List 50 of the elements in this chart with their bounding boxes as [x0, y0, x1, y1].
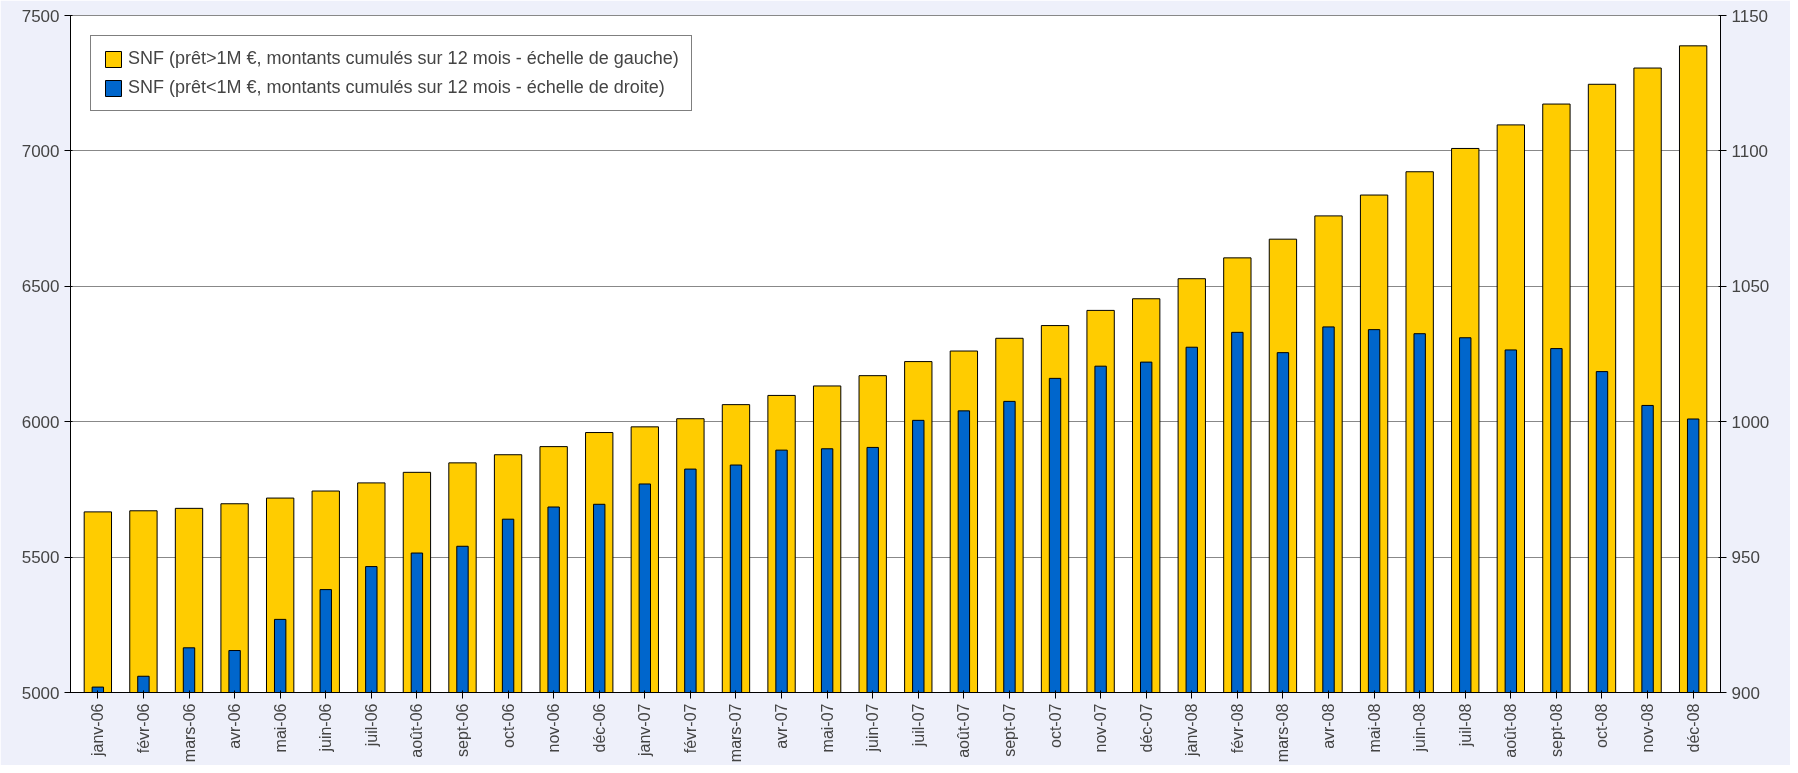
y2-tick-label: 950: [1731, 548, 1760, 568]
x-tick-label: août-07: [955, 703, 973, 758]
x-tick-label: mai-08: [1365, 703, 1383, 753]
y2-tick-label: 1000: [1731, 412, 1770, 432]
y-tick-label: 5500: [21, 548, 60, 568]
x-tick-label: juil-06: [362, 703, 380, 748]
x-tick-label: janv-07: [636, 703, 654, 757]
x-tick-label: mars-06: [180, 703, 198, 763]
x-tick-label: sept-07: [1000, 703, 1018, 757]
x-tick-label: févr-07: [681, 703, 699, 754]
y-tick-label: 7500: [21, 6, 60, 26]
x-tick-label: sept-06: [453, 703, 471, 757]
x-tick-label: juil-07: [909, 703, 927, 748]
x-tick-label: avr-07: [773, 703, 791, 749]
x-tick-label: avr-08: [1320, 703, 1338, 749]
y-tick-label: 6500: [21, 277, 60, 297]
x-tick-label: sept-08: [1547, 703, 1565, 757]
x-tick-label: mai-06: [271, 703, 289, 753]
x-tick-label: mars-08: [1274, 703, 1292, 763]
x-tick-label: févr-06: [134, 703, 152, 754]
x-tick-label: mars-07: [727, 703, 745, 763]
x-tick-label: juin-06: [317, 703, 335, 753]
x-tick-label: déc-06: [590, 703, 608, 753]
x-tick-label: juin-08: [1411, 703, 1429, 753]
x-tick-label: févr-08: [1228, 703, 1246, 754]
x-tick-label: nov-08: [1639, 703, 1657, 753]
x-tick-label: avr-06: [226, 703, 244, 749]
y2-tick-label: 1050: [1731, 277, 1770, 297]
x-tick-label: mai-07: [818, 703, 836, 753]
y-tick-label: 7000: [21, 141, 60, 161]
y2-tick-label: 1150: [1731, 6, 1769, 26]
x-tick-label: nov-06: [545, 703, 563, 753]
x-tick-label: janv-08: [1183, 703, 1201, 757]
x-tick-label: août-06: [408, 703, 426, 758]
x-tick-label: oct-07: [1046, 703, 1064, 748]
x-tick-label: oct-06: [499, 703, 517, 748]
legend-label: SNF (prêt>1M €, montants cumulés sur 12 mois - échelle de gauche): [128, 48, 679, 69]
x-tick-label: janv-06: [89, 703, 107, 757]
y-tick-label: 6000: [21, 412, 60, 432]
x-tick-label: août-08: [1502, 703, 1520, 758]
legend-label: SNF (prêt<1M €, montants cumulés sur 12 mois - échelle de droite): [128, 77, 665, 98]
y-tick-label: 5000: [21, 683, 60, 703]
x-tick-label: déc-07: [1137, 703, 1155, 753]
y2-tick-label: 900: [1731, 683, 1760, 703]
x-tick-label: juin-07: [864, 703, 882, 753]
x-tick-label: déc-08: [1684, 703, 1702, 753]
x-tick-label: oct-08: [1593, 703, 1611, 748]
y2-tick-label: 1100: [1731, 141, 1769, 161]
x-tick-label: nov-07: [1092, 703, 1110, 753]
x-tick-label: juil-08: [1456, 703, 1474, 748]
